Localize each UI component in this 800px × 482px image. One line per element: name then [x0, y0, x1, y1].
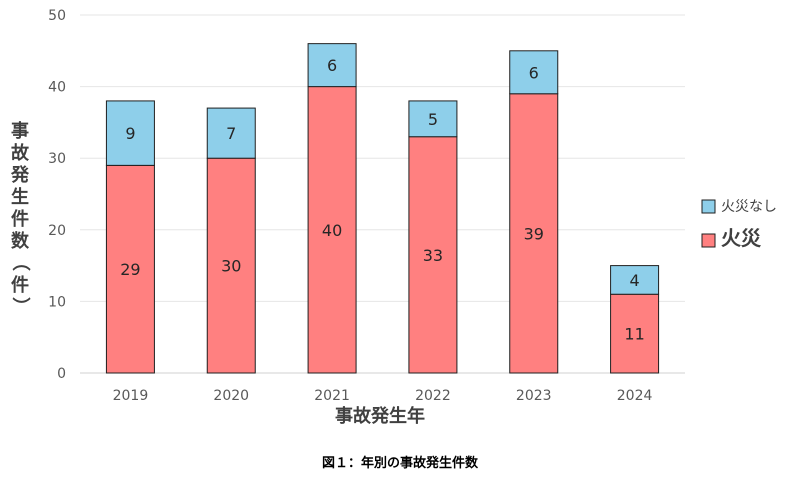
y-axis-title-char: 件 [11, 274, 29, 296]
legend-swatch [701, 199, 716, 214]
y-tick-label: 0 [57, 366, 66, 382]
x-tick-label: 2022 [415, 388, 451, 404]
bar-value-label: 4 [629, 271, 639, 290]
y-tick-label: 30 [48, 151, 66, 167]
bar-segment [307, 86, 357, 374]
bar-segment [206, 107, 256, 159]
bar-segment [105, 100, 155, 166]
y-tick-label: 40 [48, 80, 66, 96]
legend-swatch [701, 233, 716, 248]
bar-value-label: 30 [221, 257, 241, 276]
y-axis-title-char: 数 [11, 230, 30, 252]
y-tick-label: 20 [48, 223, 66, 239]
bar-value-label: 29 [120, 260, 140, 279]
y-axis-title-char: 故 [11, 142, 30, 164]
legend-label: 火災 [721, 226, 762, 250]
x-tick-label: 2023 [516, 388, 552, 404]
bar-value-label: 7 [226, 124, 236, 143]
x-tick-label: 2021 [314, 388, 350, 404]
y-axis-title-char: 件 [11, 208, 29, 230]
y-axis-title-char: ） [10, 297, 31, 315]
bar-segment [105, 164, 155, 374]
bar-segment [610, 293, 660, 374]
x-tick-label: 2024 [617, 388, 653, 404]
y-tick-label: 10 [48, 294, 66, 310]
bar-value-label: 40 [322, 221, 342, 240]
x-tick-label: 2020 [213, 388, 249, 404]
bar-segment [307, 43, 357, 88]
y-tick-label: 50 [48, 8, 66, 24]
x-tick-label: 2019 [113, 388, 149, 404]
y-axis-title-char: 発 [10, 164, 30, 186]
bar-value-label: 11 [624, 325, 644, 344]
bar-value-label: 39 [524, 224, 544, 243]
y-tick-labels: 0 10 20 30 40 50 [48, 8, 66, 382]
bar-value-label: 5 [428, 110, 438, 129]
bar-segment [509, 93, 559, 374]
bars: 29 9 30 7 40 6 33 5 39 6 11 4 [105, 43, 660, 374]
gridlines [80, 14, 685, 374]
y-axis-title: 事故発生件数（件） [10, 120, 31, 315]
bar-segment [206, 157, 256, 374]
bar-segment [610, 265, 660, 295]
y-axis-title-char: 事 [11, 120, 29, 142]
y-axis-title-char: 生 [11, 186, 29, 208]
bar-segment [509, 50, 559, 95]
x-axis-title: 事故発生年 [335, 405, 425, 427]
legend-label: 火災なし [721, 199, 777, 215]
y-axis-title-char: （ [10, 253, 31, 271]
bar-value-label: 33 [423, 246, 443, 265]
x-tick-labels: 2019 2020 2021 2022 2023 2024 [113, 388, 653, 404]
bar-segment [408, 136, 458, 374]
bar-value-label: 9 [125, 124, 135, 143]
figure-caption: 図１：年別の事故発生件数 [322, 455, 479, 471]
bar-value-label: 6 [529, 63, 539, 82]
bar-value-label: 6 [327, 56, 337, 75]
bar-segment [408, 100, 458, 138]
